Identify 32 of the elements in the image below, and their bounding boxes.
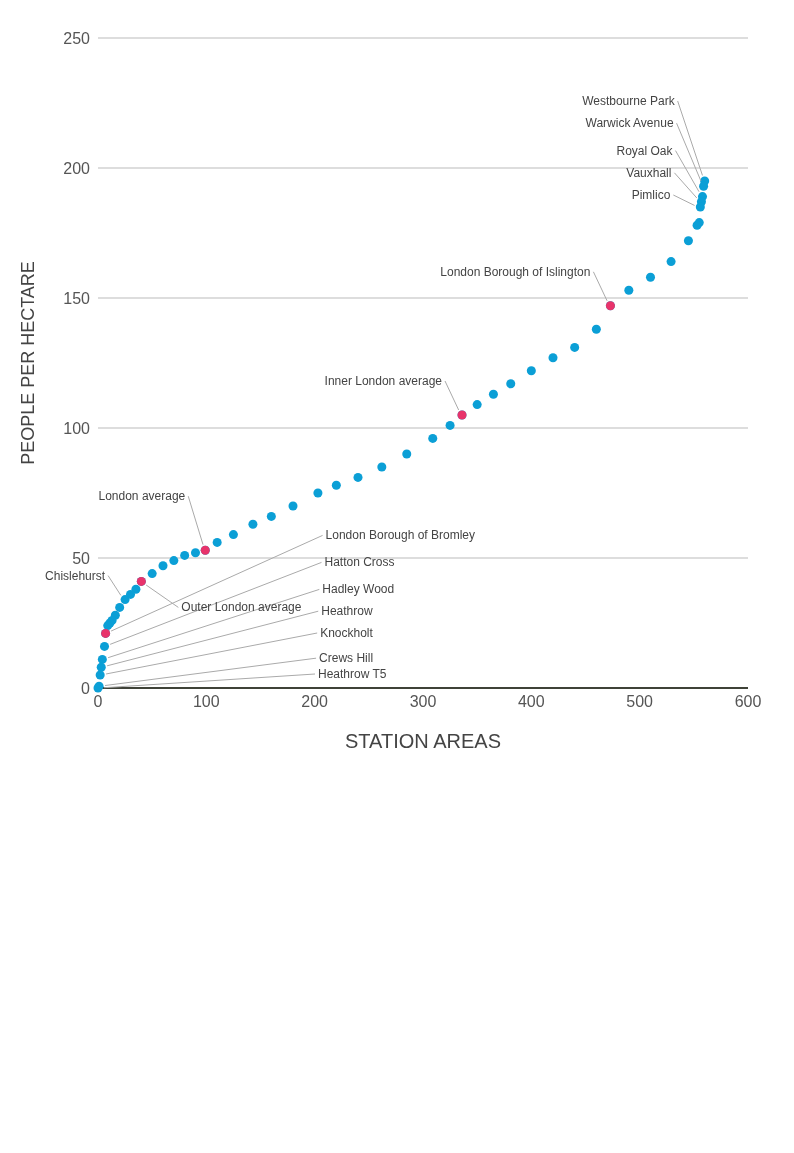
- annotation: Heathrow T5: [318, 667, 387, 681]
- x-tick-label: 200: [301, 693, 329, 711]
- annotation: Westbourne Park: [582, 94, 676, 108]
- annotation: Crews Hill: [319, 651, 374, 666]
- y-tick-label: 50: [72, 549, 91, 567]
- annotation: Inner London average: [324, 374, 443, 388]
- annotation: Warwick Avenue: [585, 116, 674, 131]
- annotation: Hadley Wood: [322, 582, 395, 597]
- y-axis-title: PEOPLE PER HECTARE: [18, 261, 39, 465]
- annotation: Hatton Cross: [324, 555, 395, 570]
- y-tick-label: 250: [63, 29, 91, 47]
- annotation: Heathrow: [321, 604, 373, 619]
- annotation: Outer London average: [181, 600, 302, 615]
- annotation: London Borough of Bromley: [325, 528, 476, 543]
- annotation: London average: [98, 489, 186, 504]
- x-tick-label: 500: [626, 693, 654, 711]
- x-tick-label: 0: [93, 693, 103, 711]
- y-tick-label: 200: [63, 159, 91, 177]
- x-tick-label: 600: [734, 693, 762, 711]
- annotation: London Borough of Islington: [440, 264, 591, 279]
- annotation: Royal Oak: [616, 143, 674, 158]
- x-axis-title: STATION AREAS: [345, 730, 501, 752]
- y-tick-label: 100: [63, 419, 91, 437]
- annotation: Vauxhall: [626, 165, 672, 180]
- x-tick-label: 400: [517, 693, 545, 711]
- annotation: Chislehurst: [45, 568, 106, 583]
- x-tick-label: 300: [409, 693, 437, 711]
- annotation: Pimlico: [631, 188, 671, 202]
- y-tick-label: 0: [81, 679, 91, 697]
- y-tick-label: 150: [63, 289, 91, 307]
- x-tick-label: 100: [192, 693, 220, 711]
- annotation: Knockholt: [320, 626, 374, 640]
